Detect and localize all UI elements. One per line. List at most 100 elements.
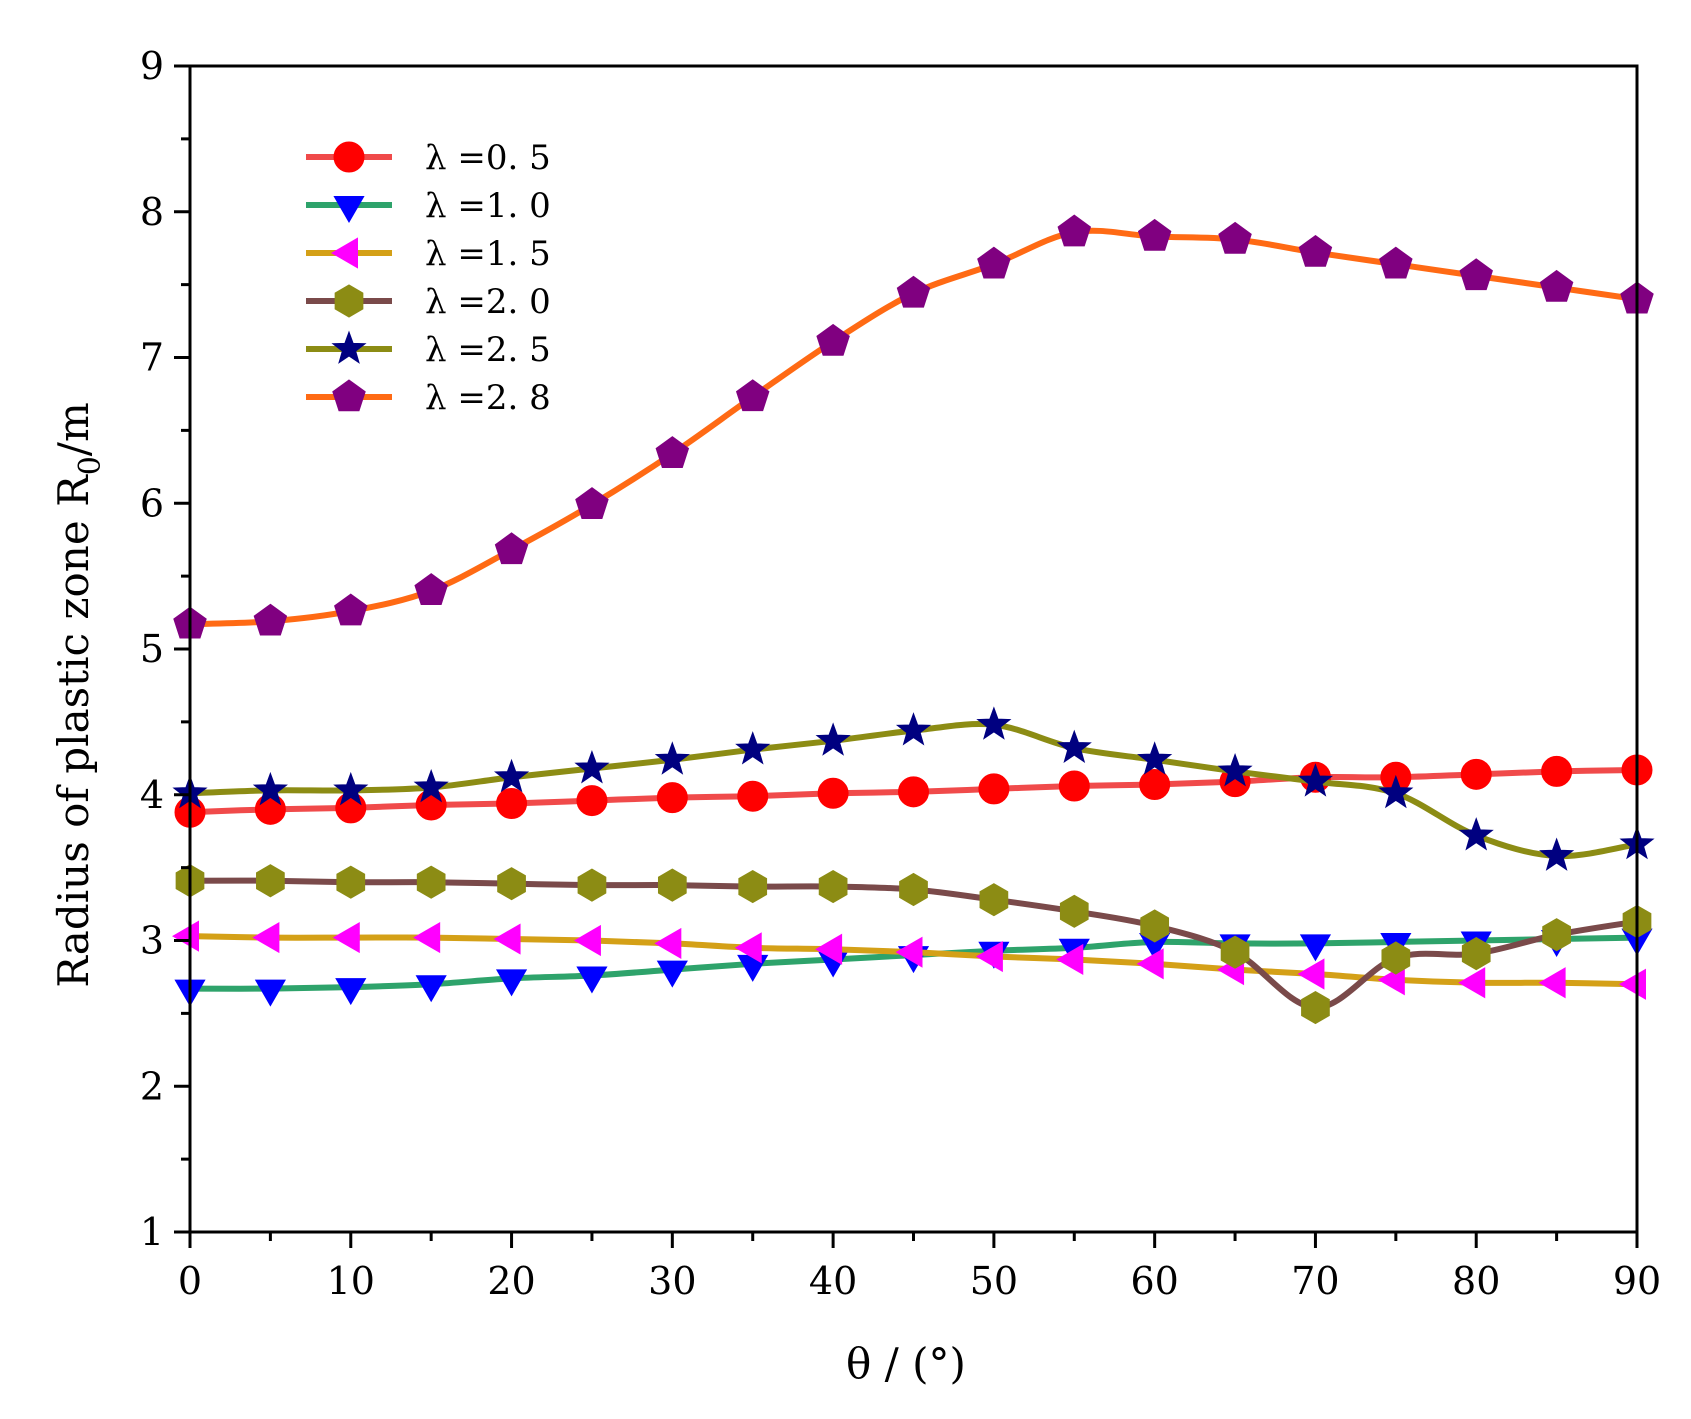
x-tick-label: 0	[178, 1259, 202, 1303]
data-point	[414, 923, 440, 952]
data-point	[1058, 731, 1090, 762]
data-point	[576, 488, 608, 519]
data-point	[1459, 968, 1485, 997]
x-tick-label: 60	[1130, 1259, 1178, 1303]
data-point	[1139, 220, 1171, 251]
x-tick-label: 90	[1613, 1259, 1661, 1303]
data-point	[256, 980, 285, 1006]
data-point	[1299, 236, 1331, 267]
y-axis-title-main: Radius of plastic zone R	[49, 474, 98, 988]
legend-item: λ =2. 8	[306, 378, 551, 418]
legend-marker	[332, 238, 358, 267]
data-point	[657, 783, 687, 813]
data-point	[498, 868, 526, 900]
data-point	[577, 786, 607, 816]
x-tick-label: 80	[1452, 1259, 1500, 1303]
data-point	[1540, 968, 1566, 997]
data-point	[1298, 959, 1324, 988]
data-point	[415, 574, 447, 605]
legend: λ =0. 5 λ =1. 0 λ =1. 5 λ =2. 0 λ =2. 5 λ =2.…	[306, 138, 551, 418]
x-tick-label: 10	[327, 1259, 375, 1303]
legend-item: λ =2. 0	[306, 282, 551, 322]
data-point	[658, 961, 687, 987]
data-point	[1058, 215, 1090, 246]
data-point	[416, 976, 445, 1002]
data-point	[1060, 895, 1088, 927]
x-tick-label: 30	[648, 1259, 696, 1303]
data-point	[738, 955, 767, 981]
data-point	[1139, 743, 1171, 774]
data-point	[578, 869, 606, 901]
data-point	[1461, 759, 1491, 789]
data-point	[495, 760, 527, 791]
legend-item: λ =2. 5	[306, 330, 551, 370]
data-point	[337, 866, 365, 898]
legend-item: λ =1. 5	[306, 234, 551, 274]
data-point	[899, 777, 929, 807]
data-point	[497, 970, 526, 996]
x-tick-label: 20	[487, 1259, 535, 1303]
data-point	[577, 967, 606, 993]
data-point	[254, 604, 286, 635]
x-axis-title: θ / (°)	[846, 1339, 966, 1388]
data-point	[173, 921, 199, 950]
y-tick-label: 3	[140, 919, 164, 963]
y-tick-label: 6	[140, 481, 164, 525]
legend-item: λ =0. 5	[306, 138, 551, 178]
data-point	[1620, 970, 1646, 999]
data-point	[897, 276, 929, 307]
y-tick-label: 5	[140, 627, 164, 671]
y-tick-label: 4	[140, 773, 164, 817]
series-6	[174, 215, 1653, 638]
plot-frame	[190, 66, 1637, 1232]
data-point	[900, 873, 928, 905]
legend-marker	[334, 197, 363, 223]
data-point	[737, 733, 769, 764]
data-point	[737, 380, 769, 411]
data-point	[576, 752, 608, 783]
y-tick-label: 8	[140, 190, 164, 234]
data-point	[336, 979, 365, 1005]
data-point	[1382, 942, 1410, 974]
data-point	[1219, 222, 1251, 253]
legend-label: λ =0. 5	[425, 138, 551, 178]
series-2	[175, 929, 1651, 1006]
data-point	[978, 708, 1010, 739]
data-point	[495, 533, 527, 564]
legend-label: λ =1. 0	[425, 186, 551, 226]
data-point	[739, 871, 767, 903]
data-point	[1542, 756, 1572, 786]
data-point	[1460, 819, 1492, 850]
x-tick-label: 40	[809, 1259, 857, 1303]
x-tick-label: 70	[1291, 1259, 1339, 1303]
data-point	[655, 929, 681, 958]
legend-marker	[333, 380, 365, 411]
data-point	[897, 714, 929, 745]
data-point	[495, 924, 521, 953]
data-point	[1302, 992, 1330, 1024]
y-tick-label: 7	[140, 336, 164, 380]
axes-layer: 0 10 20 30 40 50 60 70 80 90123456789	[140, 44, 1661, 1303]
data-point	[1540, 271, 1572, 302]
legend-item: λ =1. 0	[306, 186, 551, 226]
data-point	[1059, 771, 1089, 801]
data-point	[1138, 949, 1164, 978]
data-point	[980, 884, 1008, 916]
legend-label: λ =2. 0	[425, 282, 551, 322]
data-point	[335, 594, 367, 625]
data-point	[1301, 935, 1330, 961]
data-point	[817, 324, 849, 355]
data-point	[417, 866, 445, 898]
data-point	[656, 743, 688, 774]
data-point	[738, 781, 768, 811]
data-point	[1380, 247, 1412, 278]
y-tick-label: 1	[140, 1210, 164, 1254]
data-point	[1540, 839, 1572, 870]
data-point	[979, 774, 1009, 804]
data-point	[658, 869, 686, 901]
data-point	[819, 871, 847, 903]
legend-label: λ =2. 8	[425, 378, 551, 418]
data-point	[1460, 259, 1492, 290]
legend-marker	[333, 332, 365, 363]
